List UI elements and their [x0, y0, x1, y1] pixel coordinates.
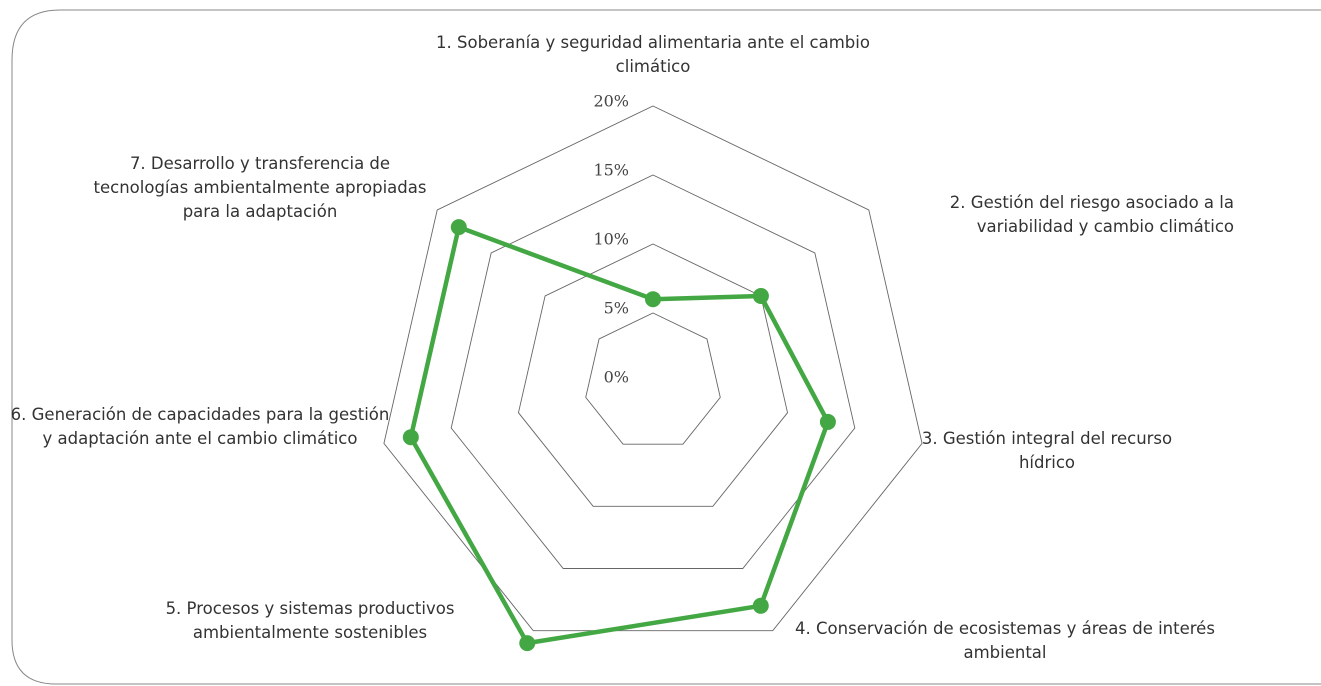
grid-ring	[450, 174, 856, 569]
tick-label: 20%	[593, 92, 629, 111]
category-label: 3. Gestión integral del recurso hídrico	[921, 429, 1173, 472]
marker	[645, 291, 661, 308]
category-label: 6. Generación de capacidades para la ges…	[10, 405, 390, 448]
marker	[450, 219, 467, 236]
tick-label: 10%	[593, 230, 629, 249]
category-label: 2. Gestión del riesgo asociado a la vari…	[949, 193, 1234, 236]
marker	[402, 429, 419, 446]
grid-ring	[585, 312, 721, 445]
marker	[752, 287, 769, 304]
frame	[11, 9, 1321, 685]
tick-label: 5%	[604, 299, 629, 318]
tick-label: 15%	[593, 161, 629, 180]
series-line	[408, 224, 831, 646]
marker	[752, 597, 769, 614]
category-label: 1. Soberanía y seguridad alimentaria ant…	[436, 33, 870, 76]
category-label: 7. Desarrollo y transferencia de tecnolo…	[93, 154, 427, 221]
marker	[819, 413, 836, 430]
grid-ring	[517, 243, 789, 507]
grid-ring	[383, 105, 923, 632]
marker	[519, 635, 536, 652]
tick-label: 0%	[604, 368, 629, 387]
category-label: 5. Procesos y sistemas productivos ambie…	[165, 599, 455, 642]
category-label: 4. Conservación de ecosistemas y áreas d…	[795, 619, 1215, 662]
